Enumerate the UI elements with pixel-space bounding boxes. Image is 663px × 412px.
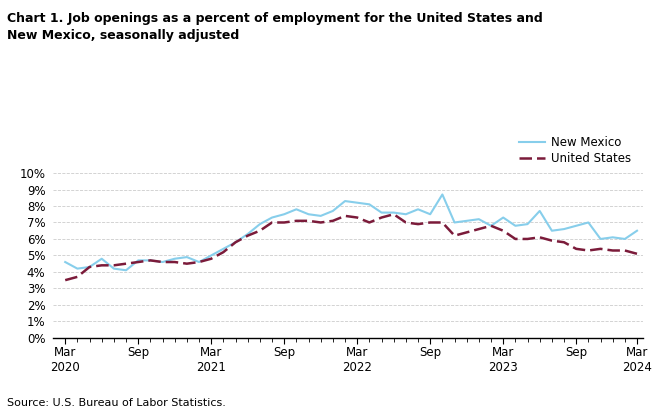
Text: Source: U.S. Bureau of Labor Statistics.: Source: U.S. Bureau of Labor Statistics. (7, 398, 225, 408)
Text: Chart 1. Job openings as a percent of employment for the United States and
New M: Chart 1. Job openings as a percent of em… (7, 12, 542, 42)
Legend: New Mexico, United States: New Mexico, United States (519, 136, 631, 166)
